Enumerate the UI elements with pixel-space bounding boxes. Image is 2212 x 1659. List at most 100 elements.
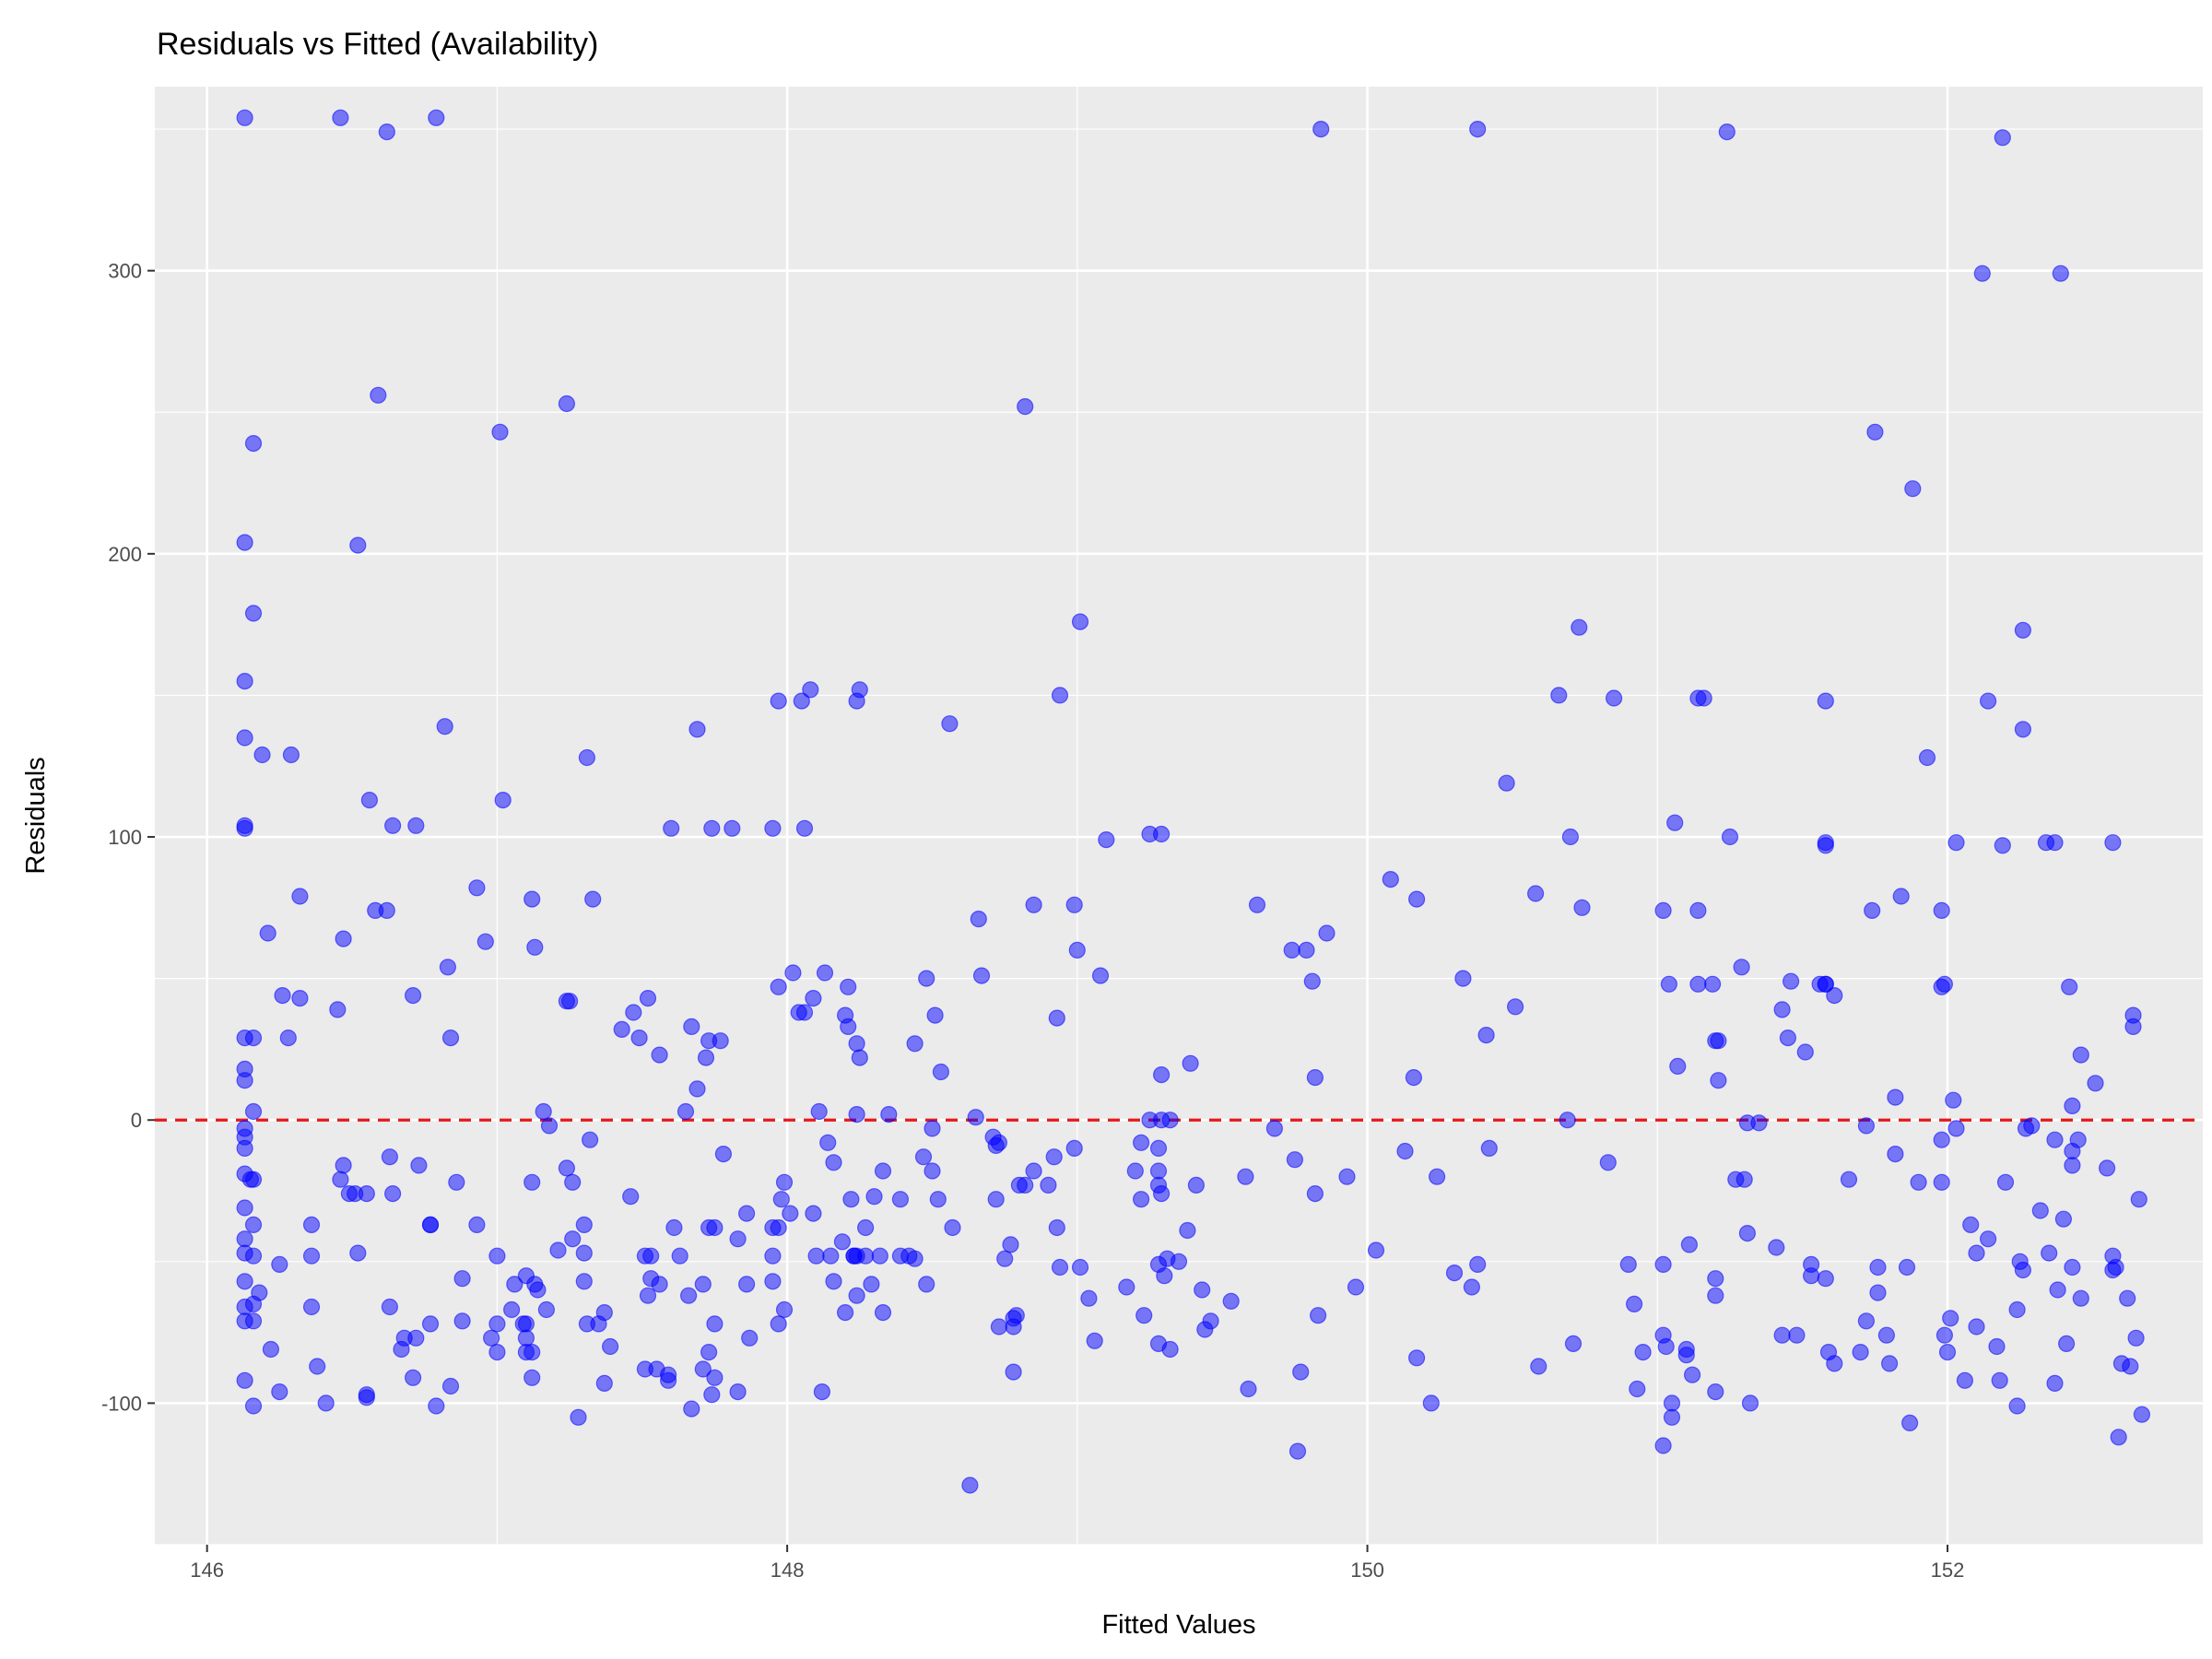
data-point [1707, 1382, 1724, 1401]
data-point [1040, 1176, 1057, 1194]
data-point [990, 1318, 1008, 1335]
data-point [236, 1371, 253, 1389]
data-point [236, 1298, 253, 1316]
data-point [1933, 901, 1950, 920]
data-point [407, 1329, 425, 1347]
data-point [914, 1148, 933, 1166]
data-point [1025, 896, 1042, 913]
data-point [2008, 1300, 2026, 1319]
data-point [825, 1273, 842, 1290]
data-point [770, 1218, 787, 1237]
data-point [929, 1191, 947, 1208]
data-point [918, 970, 935, 987]
data-point [2099, 1159, 2116, 1177]
data-point [1936, 975, 1953, 993]
data-point [784, 964, 802, 982]
y-tick-label: 0 [131, 1109, 142, 1132]
data-point [856, 1218, 875, 1237]
data-point [810, 1102, 828, 1121]
data-point [1152, 825, 1171, 843]
data-point [529, 1281, 547, 1299]
data-point [840, 1018, 857, 1036]
data-point [805, 1205, 822, 1222]
data-point [488, 1315, 506, 1333]
data-point [1338, 1168, 1356, 1185]
data-point [1312, 121, 1330, 138]
data-point [683, 1400, 700, 1418]
y-tick-label: 200 [108, 543, 142, 566]
data-point [1721, 828, 1739, 846]
data-point [775, 1173, 794, 1191]
y-axis-title: Residuals [21, 757, 51, 874]
data-point [1703, 975, 1722, 993]
data-point [1782, 972, 1800, 990]
data-point [764, 1273, 782, 1290]
data-point [694, 1276, 712, 1293]
data-point [639, 989, 657, 1007]
data-point [468, 879, 486, 897]
data-point [524, 890, 541, 908]
data-point [990, 1134, 1008, 1151]
data-point [1866, 423, 1884, 441]
data-point [1407, 890, 1426, 908]
y-axis-ticks: -100 0 100 200 300 [101, 260, 155, 1415]
data-point [856, 1247, 875, 1265]
data-point [1396, 1142, 1414, 1160]
data-point [688, 721, 706, 738]
data-point [1161, 1340, 1179, 1359]
data-point [871, 1247, 888, 1265]
data-point [1898, 1258, 1916, 1277]
data-point [1887, 1145, 1904, 1163]
data-point [729, 1382, 747, 1401]
data-point [816, 964, 834, 982]
data-point [558, 993, 576, 1010]
y-tick-label: 100 [108, 826, 142, 849]
data-point [279, 1029, 297, 1047]
data-point [1017, 1176, 1034, 1194]
data-point [1051, 1258, 1069, 1277]
data-point [1017, 398, 1034, 416]
data-point [1869, 1258, 1887, 1277]
data-point [436, 718, 453, 735]
data-point [1796, 1043, 1814, 1061]
data-point [1877, 1326, 1896, 1344]
data-point [2122, 1358, 2139, 1375]
data-point [1007, 1307, 1025, 1324]
data-point [332, 109, 349, 126]
data-point [1663, 1394, 1681, 1412]
data-point [575, 1244, 593, 1262]
data-point [987, 1191, 1005, 1208]
data-point [535, 1102, 552, 1121]
data-point [2087, 1075, 2104, 1092]
data-point [874, 1162, 892, 1180]
data-point [302, 1298, 321, 1316]
data-point [1869, 1284, 1887, 1301]
data-point [1286, 1151, 1304, 1169]
data-point [1002, 1236, 1019, 1253]
data-point [488, 1247, 506, 1265]
data-point [1918, 748, 1936, 767]
data-point [537, 1300, 556, 1319]
data-point [349, 1244, 367, 1262]
x-tick-label: 148 [771, 1559, 805, 1582]
data-point [236, 1230, 253, 1248]
data-point [793, 692, 810, 710]
data-point [564, 1230, 582, 1248]
data-point [1303, 972, 1321, 990]
data-point [477, 933, 494, 950]
data-point [1347, 1278, 1365, 1296]
data-point [1857, 1312, 1876, 1330]
data-points [236, 109, 2150, 1494]
data-point [236, 109, 253, 126]
data-point [1629, 1380, 1646, 1398]
data-point [961, 1477, 979, 1494]
data-point [1707, 1270, 1724, 1288]
plot-panel [155, 87, 2203, 1545]
data-point [317, 1394, 335, 1412]
data-point [244, 435, 263, 453]
data-point [1428, 1168, 1446, 1185]
data-point [441, 1377, 460, 1395]
data-point [1933, 1173, 1950, 1191]
data-point [795, 819, 814, 837]
data-point [448, 1173, 465, 1191]
